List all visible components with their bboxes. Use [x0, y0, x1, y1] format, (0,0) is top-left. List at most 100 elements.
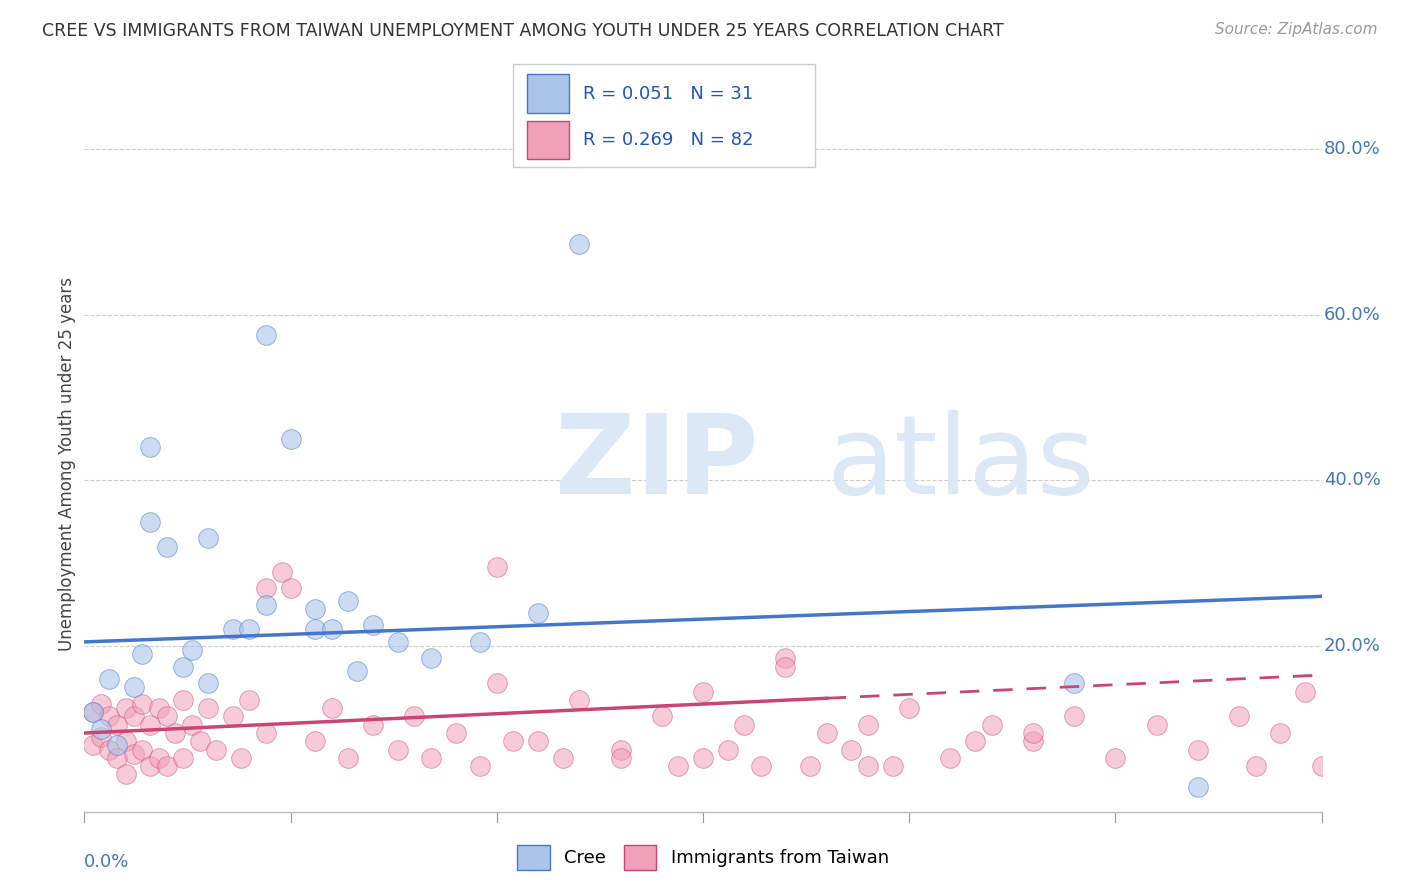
Point	[1310, 759, 1333, 773]
Point	[733, 717, 755, 731]
Point	[280, 432, 302, 446]
Point	[856, 717, 879, 731]
Point	[965, 734, 987, 748]
Point	[1063, 676, 1085, 690]
Point	[527, 734, 550, 748]
Point	[222, 623, 245, 637]
Point	[82, 706, 104, 720]
Point	[470, 759, 492, 773]
Point	[321, 623, 343, 637]
Point	[1244, 759, 1267, 773]
Point	[692, 684, 714, 698]
Point	[321, 701, 343, 715]
Point	[131, 697, 153, 711]
Point	[898, 701, 921, 715]
Point	[404, 709, 426, 723]
Point	[280, 581, 302, 595]
Point	[148, 701, 170, 715]
Point	[387, 635, 409, 649]
Point	[122, 681, 145, 695]
Point	[180, 643, 202, 657]
Point	[98, 709, 121, 723]
Point	[1146, 717, 1168, 731]
Point	[856, 759, 879, 773]
Point	[114, 701, 136, 715]
Point	[271, 565, 294, 579]
Point	[90, 697, 112, 711]
Point	[82, 739, 104, 753]
Point	[980, 717, 1002, 731]
Point	[172, 660, 194, 674]
Legend: Cree, Immigrants from Taiwan: Cree, Immigrants from Taiwan	[508, 836, 898, 880]
Point	[254, 328, 277, 343]
Point	[502, 734, 524, 748]
Point	[122, 709, 145, 723]
Point	[568, 693, 591, 707]
Point	[939, 751, 962, 765]
Point	[197, 676, 219, 690]
Point	[139, 515, 162, 529]
Point	[568, 237, 591, 252]
Point	[1022, 734, 1045, 748]
Point	[346, 664, 368, 678]
Point	[172, 693, 194, 707]
Point	[254, 581, 277, 595]
Point	[841, 742, 863, 756]
Text: 0.0%: 0.0%	[84, 854, 129, 871]
Point	[361, 717, 384, 731]
Point	[156, 709, 179, 723]
Point	[1104, 751, 1126, 765]
Point	[197, 701, 219, 715]
Point	[551, 751, 574, 765]
Point	[105, 739, 128, 753]
Text: CREE VS IMMIGRANTS FROM TAIWAN UNEMPLOYMENT AMONG YOUTH UNDER 25 YEARS CORRELATI: CREE VS IMMIGRANTS FROM TAIWAN UNEMPLOYM…	[42, 22, 1004, 40]
Point	[98, 672, 121, 686]
Text: 20.0%: 20.0%	[1324, 637, 1381, 655]
Point	[205, 742, 228, 756]
Point	[114, 767, 136, 781]
Point	[304, 734, 326, 748]
Point	[197, 532, 219, 546]
Point	[238, 693, 260, 707]
Point	[156, 759, 179, 773]
Point	[131, 648, 153, 662]
Point	[419, 651, 441, 665]
Point	[609, 742, 631, 756]
Point	[1187, 780, 1209, 794]
Point	[651, 709, 673, 723]
Point	[90, 730, 112, 744]
Point	[1063, 709, 1085, 723]
Point	[90, 722, 112, 736]
Point	[304, 602, 326, 616]
Point	[1270, 726, 1292, 740]
Point	[131, 742, 153, 756]
Point	[122, 747, 145, 761]
Point	[815, 726, 838, 740]
Point	[180, 717, 202, 731]
Text: R = 0.051   N = 31: R = 0.051 N = 31	[583, 85, 754, 103]
Point	[749, 759, 772, 773]
Point	[188, 734, 211, 748]
Point	[419, 751, 441, 765]
Point	[139, 759, 162, 773]
Point	[1022, 726, 1045, 740]
Point	[775, 660, 797, 674]
Point	[165, 726, 187, 740]
Point	[98, 742, 121, 756]
Point	[238, 623, 260, 637]
Point	[361, 618, 384, 632]
Point	[485, 560, 508, 574]
Point	[139, 440, 162, 454]
Text: 80.0%: 80.0%	[1324, 140, 1381, 158]
Point	[609, 751, 631, 765]
Point	[882, 759, 904, 773]
Point	[139, 717, 162, 731]
Point	[254, 598, 277, 612]
Point	[114, 734, 136, 748]
Text: atlas: atlas	[827, 410, 1095, 517]
Point	[105, 717, 128, 731]
Point	[485, 676, 508, 690]
Point	[156, 540, 179, 554]
Point	[692, 751, 714, 765]
Point	[222, 709, 245, 723]
